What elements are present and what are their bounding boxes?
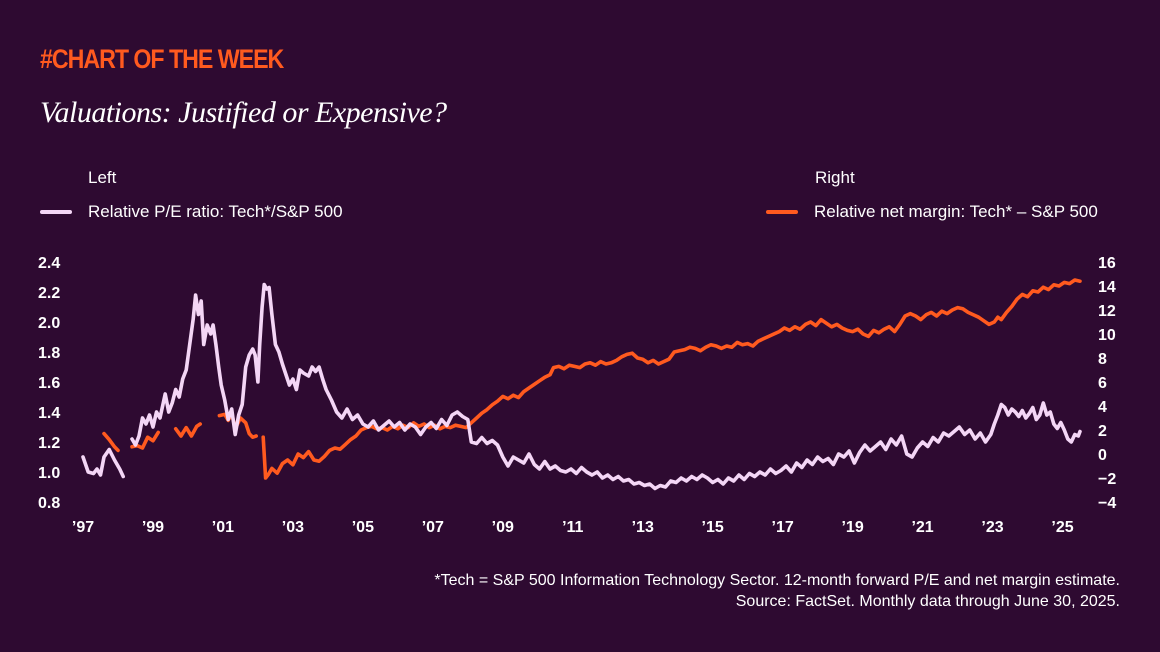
- net-margin-line-segment: [102, 431, 120, 453]
- right-axis-tick-label: 2: [1098, 423, 1107, 440]
- net-margin-line-segment: [261, 278, 1082, 480]
- x-axis-tick-label: ’13: [632, 519, 654, 536]
- legend-label-pe: Relative P/E ratio: Tech*/S&P 500: [88, 202, 343, 221]
- net-margin-line-segment: [173, 422, 202, 438]
- x-axis-tick-label: ’19: [841, 519, 863, 536]
- left-axis-tick-label: 2.0: [38, 315, 60, 332]
- right-axis-tick-label: 6: [1098, 375, 1107, 392]
- x-axis-tick-label: ’99: [142, 519, 164, 536]
- left-axis-tick-label: 0.8: [38, 495, 60, 512]
- pe-ratio-line-segment: [81, 447, 125, 479]
- x-axis-tick-label: ’15: [702, 519, 724, 536]
- x-axis-tick-label: ’07: [422, 519, 444, 536]
- left-axis-tick-label: 1.2: [38, 435, 60, 452]
- x-axis-tick-label: ’25: [1051, 519, 1073, 536]
- right-axis-tick-label: 8: [1098, 351, 1107, 368]
- legend-left-heading: Left: [88, 168, 117, 187]
- right-axis-tick-label: −2: [1098, 471, 1116, 488]
- x-axis: ’97 ’99 ’01 ’03 ’05 ’07 ’09 ’11 ’13 ’15 ’17 ’19 ’21 ’…: [72, 519, 1074, 536]
- left-axis: 0.8 1.0 1.2 1.4 1.6 1.8 2.0 2.2 2.4: [38, 255, 60, 512]
- x-axis-tick-label: ’17: [772, 519, 794, 536]
- right-axis: −4 −2 0 2 4 6 8 10 12 14 16: [1098, 255, 1116, 512]
- legend-item-margin: Relative net margin: Tech* – S&P 500: [766, 202, 1098, 222]
- right-axis-tick-label: 12: [1098, 303, 1116, 320]
- footnote: *Tech = S&P 500 Information Technology S…: [434, 570, 1120, 612]
- right-axis-tick-label: 4: [1098, 399, 1107, 416]
- right-axis-tick-label: −4: [1098, 495, 1116, 512]
- x-axis-tick-label: ’11: [562, 519, 583, 536]
- pe-ratio-line-segment: [130, 282, 1082, 491]
- series-layer: [81, 278, 1082, 491]
- right-axis-tick-label: 0: [1098, 447, 1107, 464]
- right-axis-tick-label: 16: [1098, 255, 1116, 272]
- legend-swatch-margin: [766, 210, 798, 214]
- legend-item-pe: Relative P/E ratio: Tech*/S&P 500: [40, 202, 343, 222]
- left-axis-tick-label: 1.8: [38, 345, 60, 362]
- legend-swatch-pe: [40, 210, 72, 214]
- footnote-line-1: *Tech = S&P 500 Information Technology S…: [434, 572, 1120, 589]
- legend-right-heading: Right: [815, 168, 855, 187]
- right-axis-tick-label: 14: [1098, 279, 1116, 296]
- x-axis-tick-label: ’09: [492, 519, 514, 536]
- left-axis-tick-label: 2.2: [38, 285, 60, 302]
- footnote-line-2: Source: FactSet. Monthly data through Ju…: [735, 593, 1120, 610]
- x-axis-tick-label: ’05: [352, 519, 374, 536]
- x-axis-tick-label: ’01: [212, 519, 234, 536]
- left-axis-tick-label: 1.0: [38, 465, 60, 482]
- right-axis-tick-label: 10: [1098, 327, 1116, 344]
- x-axis-tick-label: ’03: [282, 519, 304, 536]
- x-axis-tick-label: ’21: [911, 519, 933, 536]
- legend-label-margin: Relative net margin: Tech* – S&P 500: [814, 202, 1098, 221]
- left-axis-tick-label: 1.6: [38, 375, 60, 392]
- x-axis-tick-label: ’97: [72, 519, 94, 536]
- chart-kicker: #CHART OF THE WEEK: [40, 44, 284, 74]
- chart-title: Valuations: Justified or Expensive?: [40, 96, 447, 129]
- x-axis-tick-label: ’23: [981, 519, 1003, 536]
- left-axis-tick-label: 1.4: [38, 405, 60, 422]
- left-axis-tick-label: 2.4: [38, 255, 60, 272]
